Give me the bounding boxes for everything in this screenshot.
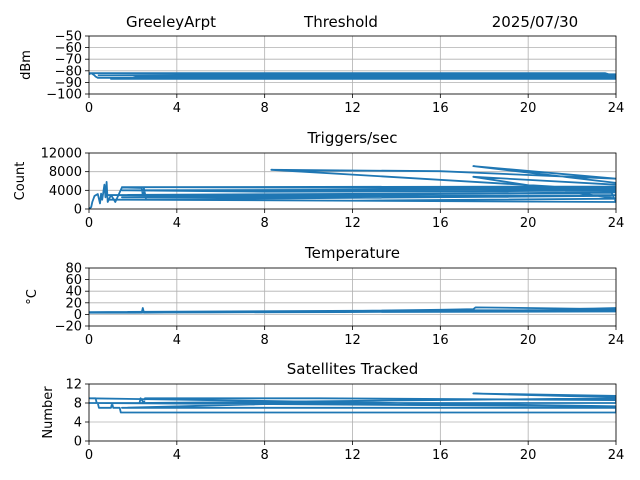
- triggers-title: Triggers/sec: [307, 129, 398, 147]
- threshold-ytick-label: −70: [55, 53, 82, 68]
- threshold-title: Threshold: [303, 13, 378, 31]
- date-label: 2025/07/30: [492, 13, 578, 31]
- triggers-xtick-label: 0: [85, 216, 93, 231]
- satellites-xtick-label: 4: [173, 448, 181, 463]
- threshold-xtick-label: 12: [344, 101, 361, 116]
- satellites-xtick-label: 8: [261, 448, 269, 463]
- temperature-xtick-label: 24: [608, 333, 625, 348]
- temperature-xtick-label: 4: [173, 333, 181, 348]
- triggers-ytick-label: 0: [74, 203, 82, 218]
- threshold-ytick-label: −90: [55, 76, 82, 91]
- temperature-ytick-label: −20: [55, 320, 82, 335]
- satellites-ytick-label: 4: [74, 416, 82, 431]
- triggers-xtick-label: 20: [520, 216, 537, 231]
- threshold-ytick-label: −100: [46, 88, 82, 103]
- threshold-xtick-label: 16: [432, 101, 449, 116]
- temperature-xtick-label: 12: [344, 333, 361, 348]
- triggers-ytick-label: 8000: [49, 165, 82, 180]
- panel-triggers: 0 4 8 12 16 20 24 0 4000 8000 12000 Triggers/sec Cou…: [13, 129, 624, 231]
- threshold-series-line: [89, 72, 616, 80]
- satellites-xtick-label: 20: [520, 448, 537, 463]
- triggers-xtick-label: 8: [261, 216, 269, 231]
- threshold-xtick-label: 20: [520, 101, 537, 116]
- satellites-xtick-label: 16: [432, 448, 449, 463]
- temperature-xtick-label: 20: [520, 333, 537, 348]
- temperature-ytick-label: 80: [65, 262, 82, 277]
- triggers-ytick-label: 4000: [49, 184, 82, 199]
- satellites-ylabel: Number: [41, 386, 56, 439]
- threshold-xtick-label: 8: [261, 101, 269, 116]
- triggers-series-line: [89, 165, 616, 209]
- threshold-xtick-label: 4: [173, 101, 181, 116]
- panel-threshold: 0 4 8 12 16 20 24 −100−90−80−70−60−50 dBm: [19, 30, 624, 117]
- triggers-xtick-label: 4: [173, 216, 181, 231]
- temperature-xtick-label: 8: [261, 333, 269, 348]
- satellites-xtick-label: 24: [608, 448, 625, 463]
- satellites-xtick-label: 0: [85, 448, 93, 463]
- triggers-xtick-label: 24: [608, 216, 625, 231]
- threshold-xtick-label: 0: [85, 101, 93, 116]
- threshold-ytick-label: −50: [55, 30, 82, 45]
- threshold-ytick-label: −60: [55, 41, 82, 56]
- temperature-ytick-label: 0: [74, 308, 82, 323]
- satellites-title: Satellites Tracked: [287, 360, 418, 378]
- temperature-ylabel: °C: [25, 289, 40, 305]
- temperature-title: Temperature: [304, 244, 400, 262]
- temperature-ytick-label: 20: [65, 296, 82, 311]
- temperature-xtick-label: 16: [432, 333, 449, 348]
- triggers-xtick-label: 12: [344, 216, 361, 231]
- station-name: GreeleyArpt: [126, 13, 216, 31]
- satellites-xtick-label: 12: [344, 448, 361, 463]
- temperature-series-line: [89, 306, 616, 314]
- temperature-ytick-label: 60: [65, 273, 82, 288]
- threshold-xtick-label: 24: [608, 101, 625, 116]
- satellites-ytick-label: 0: [74, 435, 82, 450]
- satellites-ytick-label: 8: [74, 397, 82, 412]
- triggers-ylabel: Count: [13, 162, 28, 201]
- triggers-ytick-label: 12000: [41, 147, 82, 162]
- panel-satellites: 0 4 8 12 16 20 24 0 4 8 12 Satellites Tracked Number: [41, 360, 624, 463]
- threshold-ylabel: dBm: [19, 50, 34, 80]
- satellites-series-line: [89, 392, 616, 414]
- satellites-ytick-label: 12: [65, 378, 82, 393]
- temperature-ytick-label: 40: [65, 285, 82, 300]
- threshold-ytick-label: −80: [55, 64, 82, 79]
- temperature-xtick-label: 0: [85, 333, 93, 348]
- triggers-xtick-label: 16: [432, 216, 449, 231]
